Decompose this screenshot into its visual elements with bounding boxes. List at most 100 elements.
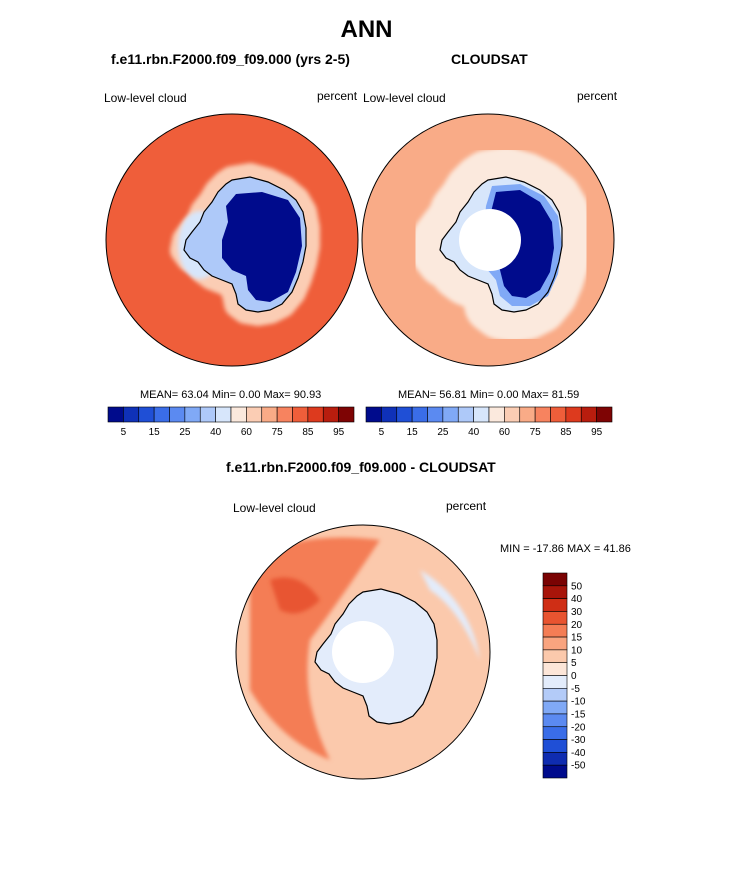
colorbar1-tick: 25 [179, 427, 191, 438]
panel2-stats: MEAN= 56.81 Min= 0.00 Max= 81.59 [398, 389, 580, 401]
colorbar1-box [215, 406, 232, 423]
colorbar2-box [457, 406, 474, 423]
colorbar2-box [596, 406, 613, 423]
colorbar3-tick: -20 [571, 722, 586, 733]
map-boundary-2 [361, 113, 615, 367]
colorbar3-tick: -50 [571, 761, 586, 772]
colorbar2-box [365, 406, 382, 423]
region-negative-patch [420, 570, 480, 660]
colorbar1-box [307, 406, 324, 423]
colorbar1-tick: 95 [333, 427, 345, 438]
colorbar2-box [504, 406, 521, 423]
panel3-left-label: Low-level cloud [233, 501, 316, 515]
colorbar1-box [199, 406, 216, 423]
colorbar3-box [542, 662, 568, 676]
coastline-1 [183, 176, 307, 313]
panel3-title: f.e11.rbn.F2000.f09_f09.000 - CLOUDSAT [226, 459, 496, 475]
colorbar3-box [542, 752, 568, 766]
colorbar2-box [550, 406, 567, 423]
colorbar3-box [542, 675, 568, 689]
colorbar3-tick: 30 [571, 607, 583, 618]
colorbar1-box [230, 406, 247, 423]
colorbar1-box [169, 406, 186, 423]
colorbar3-tick: 15 [571, 633, 583, 644]
panel1-left-label: Low-level cloud [104, 91, 187, 105]
colorbar2-tick: 75 [530, 427, 542, 438]
colorbar1-tick: 85 [302, 427, 314, 438]
colorbar2-box [519, 406, 536, 423]
colorbar2-box [442, 406, 459, 423]
colorbar3-box [542, 713, 568, 728]
panel3-stats: MIN = -17.86 MAX = 41.86 [500, 543, 631, 555]
colorbar1-box [153, 406, 170, 423]
panel2-left-label: Low-level cloud [363, 91, 446, 105]
region-polar-gap [459, 209, 521, 271]
colorbar3-box [542, 585, 568, 599]
colorbar3-tick: 5 [571, 658, 577, 669]
panel1-title: f.e11.rbn.F2000.f09_f09.000 (yrs 2-5) [111, 51, 350, 67]
colorbar3-box [542, 726, 568, 740]
colorbar3-tick: -5 [571, 684, 580, 695]
colorbar1-tick: 5 [121, 427, 127, 438]
colorbar3-box [542, 623, 568, 638]
colorbar1-tick: 15 [149, 427, 161, 438]
colorbar1-box [338, 406, 355, 423]
colorbar1-box [184, 406, 201, 423]
map-panel-cloudsat [362, 114, 614, 366]
colorbar1-box [276, 406, 293, 423]
colorbar2-box [411, 406, 428, 423]
colorbar2-box [488, 406, 505, 423]
colorbar2-box [396, 406, 413, 423]
colorbar3-box [542, 688, 568, 702]
colorbar3-tick: 40 [571, 594, 583, 605]
colorbar1-box [322, 406, 339, 423]
colorbar3-tick: 20 [571, 620, 583, 631]
colorbar3-box [542, 764, 568, 779]
panel3-right-label: percent [446, 499, 487, 513]
figure-title: ANN [340, 16, 393, 43]
colorbar2-tick: 60 [499, 427, 511, 438]
colorbar1-box [107, 406, 124, 423]
colorbar2-box [473, 406, 490, 423]
colorbar1-box [261, 406, 278, 423]
panel2-right-label: percent [577, 89, 618, 103]
colorbar1-tick: 75 [272, 427, 284, 438]
colorbar3-tick: -40 [571, 748, 586, 759]
colorbar2-tick: 95 [591, 427, 603, 438]
map-boundary-3 [235, 524, 491, 780]
region-antarctic-plateau [222, 192, 302, 302]
colorbar3-tick: -30 [571, 735, 586, 746]
coastline-3 [314, 588, 438, 725]
map-boundary-1 [105, 113, 359, 367]
colorbar2-box [580, 406, 597, 423]
colorbar2-box [565, 406, 582, 423]
colorbar1-tick: 40 [210, 427, 222, 438]
panel1-right-label: percent [317, 89, 358, 103]
map-panel-difference [236, 525, 490, 779]
colorbar3-box [542, 572, 568, 587]
colorbar1-box [292, 406, 309, 423]
colorbar1-box [138, 406, 155, 423]
colorbar3-box [542, 649, 568, 663]
colorbar2-box [534, 406, 551, 423]
colorbar2-tick: 25 [437, 427, 449, 438]
colorbar3-tick: 50 [571, 581, 583, 592]
region-polar-gap [332, 621, 394, 683]
colorbar2-tick: 85 [560, 427, 572, 438]
colorbar1-box [123, 406, 140, 423]
colorbar3-tick: -10 [571, 697, 586, 708]
panel1-stats: MEAN= 63.04 Min= 0.00 Max= 90.93 [140, 389, 322, 401]
colorbar3-box [542, 611, 568, 625]
colorbar3-box [542, 598, 568, 612]
colorbar3-tick: 10 [571, 645, 583, 656]
panel2-title: CLOUDSAT [451, 51, 528, 67]
colorbar3-tick: 0 [571, 671, 577, 682]
region-positive-patch [270, 577, 320, 614]
colorbar2-tick: 15 [407, 427, 419, 438]
colorbar3-box [542, 739, 568, 753]
colorbar2-box [427, 406, 444, 423]
colorbar3-tick: -15 [571, 709, 586, 720]
colorbar1-tick: 60 [241, 427, 253, 438]
colorbar3-box [542, 700, 568, 715]
